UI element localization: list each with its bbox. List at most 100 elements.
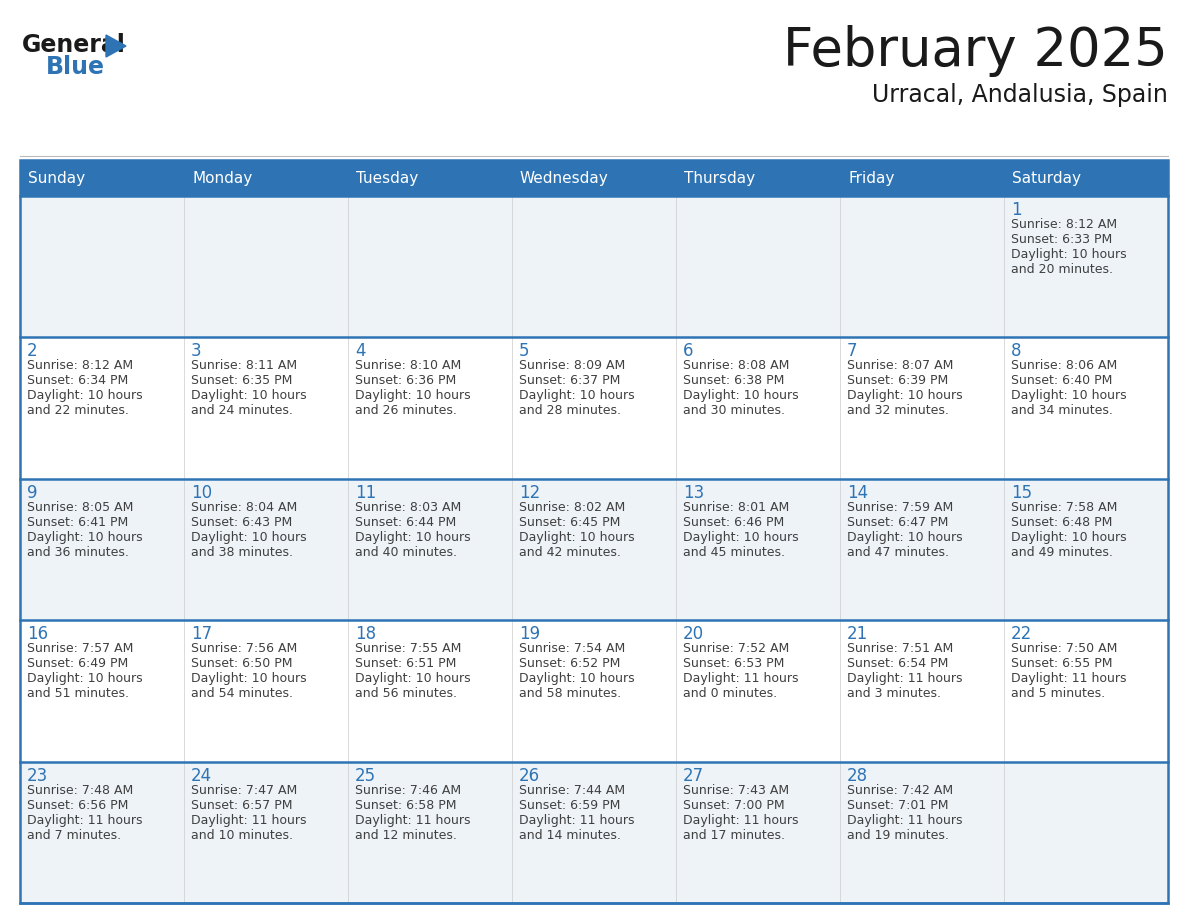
- Text: Sunset: 6:35 PM: Sunset: 6:35 PM: [191, 375, 292, 387]
- Text: 13: 13: [683, 484, 704, 502]
- Text: 15: 15: [1011, 484, 1032, 502]
- Text: Sunset: 7:00 PM: Sunset: 7:00 PM: [683, 799, 784, 812]
- Text: 24: 24: [191, 767, 213, 785]
- Bar: [20, 160, 1168, 196]
- Text: Daylight: 11 hours: Daylight: 11 hours: [191, 813, 307, 826]
- Text: Sunrise: 7:52 AM: Sunrise: 7:52 AM: [683, 643, 789, 655]
- Text: 19: 19: [519, 625, 541, 644]
- Text: 11: 11: [355, 484, 377, 502]
- Text: 21: 21: [847, 625, 868, 644]
- Text: Sunset: 6:33 PM: Sunset: 6:33 PM: [1011, 233, 1112, 246]
- Text: Daylight: 10 hours: Daylight: 10 hours: [191, 672, 307, 685]
- Text: and 26 minutes.: and 26 minutes.: [355, 405, 457, 418]
- Text: Sunrise: 7:58 AM: Sunrise: 7:58 AM: [1011, 501, 1118, 514]
- Text: Daylight: 10 hours: Daylight: 10 hours: [1011, 531, 1126, 543]
- Text: Monday: Monday: [192, 171, 252, 185]
- Text: 23: 23: [27, 767, 49, 785]
- Text: Sunrise: 8:07 AM: Sunrise: 8:07 AM: [847, 360, 954, 373]
- Text: Sunset: 6:59 PM: Sunset: 6:59 PM: [519, 799, 620, 812]
- Text: Friday: Friday: [848, 171, 895, 185]
- Text: Sunrise: 8:02 AM: Sunrise: 8:02 AM: [519, 501, 625, 514]
- Text: and 19 minutes.: and 19 minutes.: [847, 829, 949, 842]
- Text: 6: 6: [683, 342, 694, 361]
- Text: Sunrise: 8:06 AM: Sunrise: 8:06 AM: [1011, 360, 1117, 373]
- Text: Sunset: 6:41 PM: Sunset: 6:41 PM: [27, 516, 128, 529]
- Text: Sunrise: 7:46 AM: Sunrise: 7:46 AM: [355, 784, 461, 797]
- Text: 14: 14: [847, 484, 868, 502]
- Text: and 17 minutes.: and 17 minutes.: [683, 829, 785, 842]
- Text: and 7 minutes.: and 7 minutes.: [27, 829, 121, 842]
- Text: Sunset: 6:38 PM: Sunset: 6:38 PM: [683, 375, 784, 387]
- Text: Sunset: 6:40 PM: Sunset: 6:40 PM: [1011, 375, 1112, 387]
- Text: 17: 17: [191, 625, 213, 644]
- Bar: [20, 196, 1168, 338]
- Text: Sunrise: 8:09 AM: Sunrise: 8:09 AM: [519, 360, 625, 373]
- Text: Daylight: 11 hours: Daylight: 11 hours: [355, 813, 470, 826]
- Text: Daylight: 11 hours: Daylight: 11 hours: [847, 672, 962, 685]
- Text: 28: 28: [847, 767, 868, 785]
- Text: Sunrise: 7:56 AM: Sunrise: 7:56 AM: [191, 643, 297, 655]
- Text: and 30 minutes.: and 30 minutes.: [683, 405, 785, 418]
- Text: and 38 minutes.: and 38 minutes.: [191, 546, 293, 559]
- Text: 26: 26: [519, 767, 541, 785]
- Text: 9: 9: [27, 484, 38, 502]
- Text: Daylight: 10 hours: Daylight: 10 hours: [519, 531, 634, 543]
- Text: Sunset: 6:50 PM: Sunset: 6:50 PM: [191, 657, 292, 670]
- Text: and 12 minutes.: and 12 minutes.: [355, 829, 457, 842]
- Text: Sunset: 6:55 PM: Sunset: 6:55 PM: [1011, 657, 1112, 670]
- Text: and 54 minutes.: and 54 minutes.: [191, 688, 293, 700]
- Text: Sunrise: 7:44 AM: Sunrise: 7:44 AM: [519, 784, 625, 797]
- Bar: [20, 479, 1168, 621]
- Text: Daylight: 11 hours: Daylight: 11 hours: [1011, 672, 1126, 685]
- Text: Sunset: 6:44 PM: Sunset: 6:44 PM: [355, 516, 456, 529]
- Text: Sunrise: 7:47 AM: Sunrise: 7:47 AM: [191, 784, 297, 797]
- Text: and 34 minutes.: and 34 minutes.: [1011, 405, 1113, 418]
- Text: and 5 minutes.: and 5 minutes.: [1011, 688, 1105, 700]
- Text: Sunrise: 8:04 AM: Sunrise: 8:04 AM: [191, 501, 297, 514]
- Text: 16: 16: [27, 625, 49, 644]
- Text: and 45 minutes.: and 45 minutes.: [683, 546, 785, 559]
- Text: Thursday: Thursday: [684, 171, 756, 185]
- Text: Daylight: 10 hours: Daylight: 10 hours: [519, 389, 634, 402]
- Text: Sunrise: 7:50 AM: Sunrise: 7:50 AM: [1011, 643, 1118, 655]
- Text: Sunrise: 7:51 AM: Sunrise: 7:51 AM: [847, 643, 953, 655]
- Text: Sunset: 6:51 PM: Sunset: 6:51 PM: [355, 657, 456, 670]
- Text: and 22 minutes.: and 22 minutes.: [27, 405, 128, 418]
- Text: and 24 minutes.: and 24 minutes.: [191, 405, 293, 418]
- Text: Daylight: 10 hours: Daylight: 10 hours: [27, 531, 143, 543]
- Text: Sunrise: 8:12 AM: Sunrise: 8:12 AM: [27, 360, 133, 373]
- Text: 10: 10: [191, 484, 213, 502]
- Text: Daylight: 11 hours: Daylight: 11 hours: [683, 813, 798, 826]
- Text: and 32 minutes.: and 32 minutes.: [847, 405, 949, 418]
- Text: Saturday: Saturday: [1012, 171, 1081, 185]
- Text: 18: 18: [355, 625, 377, 644]
- Text: Sunrise: 7:55 AM: Sunrise: 7:55 AM: [355, 643, 461, 655]
- Text: and 20 minutes.: and 20 minutes.: [1011, 263, 1113, 276]
- Text: 5: 5: [519, 342, 530, 361]
- Text: Sunrise: 8:10 AM: Sunrise: 8:10 AM: [355, 360, 461, 373]
- Text: Wednesday: Wednesday: [520, 171, 608, 185]
- Text: Sunset: 6:54 PM: Sunset: 6:54 PM: [847, 657, 948, 670]
- Text: Sunset: 6:46 PM: Sunset: 6:46 PM: [683, 516, 784, 529]
- Text: Daylight: 10 hours: Daylight: 10 hours: [191, 389, 307, 402]
- Text: Sunset: 6:39 PM: Sunset: 6:39 PM: [847, 375, 948, 387]
- Text: 4: 4: [355, 342, 366, 361]
- Text: Sunrise: 8:01 AM: Sunrise: 8:01 AM: [683, 501, 789, 514]
- Text: 25: 25: [355, 767, 377, 785]
- Text: Sunset: 6:43 PM: Sunset: 6:43 PM: [191, 516, 292, 529]
- Polygon shape: [106, 35, 126, 57]
- Text: February 2025: February 2025: [783, 25, 1168, 77]
- Text: and 14 minutes.: and 14 minutes.: [519, 829, 621, 842]
- Text: Sunset: 6:34 PM: Sunset: 6:34 PM: [27, 375, 128, 387]
- Text: Sunset: 6:37 PM: Sunset: 6:37 PM: [519, 375, 620, 387]
- Text: and 47 minutes.: and 47 minutes.: [847, 546, 949, 559]
- Text: Sunrise: 7:57 AM: Sunrise: 7:57 AM: [27, 643, 133, 655]
- Text: Sunrise: 8:03 AM: Sunrise: 8:03 AM: [355, 501, 461, 514]
- Bar: [20, 621, 1168, 762]
- Text: Sunrise: 7:48 AM: Sunrise: 7:48 AM: [27, 784, 133, 797]
- Text: Urracal, Andalusia, Spain: Urracal, Andalusia, Spain: [872, 83, 1168, 107]
- Text: Sunset: 6:49 PM: Sunset: 6:49 PM: [27, 657, 128, 670]
- Text: Sunset: 6:45 PM: Sunset: 6:45 PM: [519, 516, 620, 529]
- Bar: [20, 338, 1168, 479]
- Text: and 56 minutes.: and 56 minutes.: [355, 688, 457, 700]
